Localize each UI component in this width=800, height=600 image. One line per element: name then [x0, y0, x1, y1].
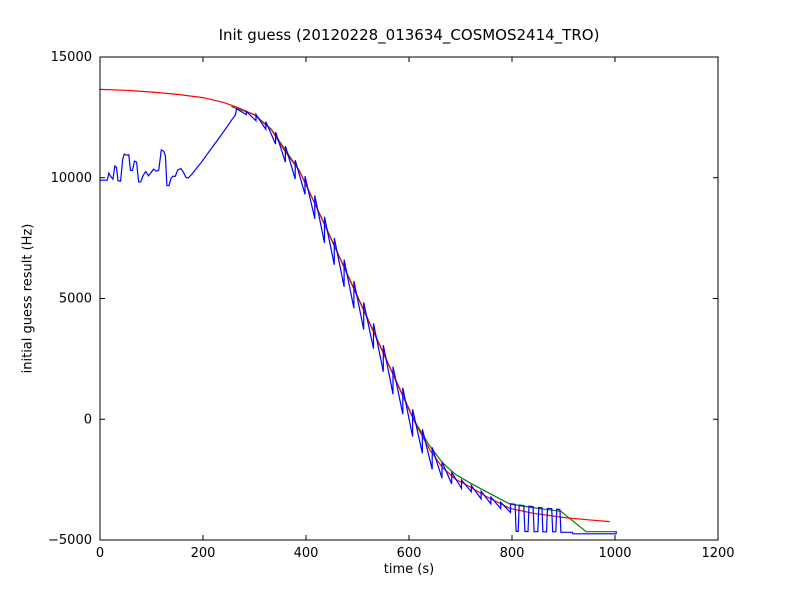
y-axis-label: initial guess result (Hz) — [20, 223, 36, 374]
x-tick-label: 800 — [500, 546, 525, 561]
x-tick-label: 1200 — [701, 546, 734, 561]
y-tick-label: −5000 — [48, 533, 92, 548]
y-tick-label: 10000 — [51, 171, 92, 186]
x-tick-label: 400 — [294, 546, 319, 561]
series-model-fit-red — [99, 88, 610, 523]
x-tick-label: 200 — [191, 546, 216, 561]
x-axis-label: time (s) — [383, 562, 435, 577]
x-tick-label: 0 — [96, 546, 104, 561]
series-smoothed-guess-green — [231, 105, 617, 533]
chart-title: Init guess (20120228_013634_COSMOS2414_T… — [218, 26, 600, 44]
plot-frame — [99, 56, 719, 541]
y-tick-label: 15000 — [51, 50, 92, 65]
y-tick-label: 0 — [84, 412, 92, 427]
x-tick-label: 1000 — [598, 546, 631, 561]
y-tick-label: 5000 — [59, 292, 92, 307]
x-tick-label: 600 — [397, 546, 422, 561]
series-initial-guess-data-blue — [100, 107, 618, 535]
